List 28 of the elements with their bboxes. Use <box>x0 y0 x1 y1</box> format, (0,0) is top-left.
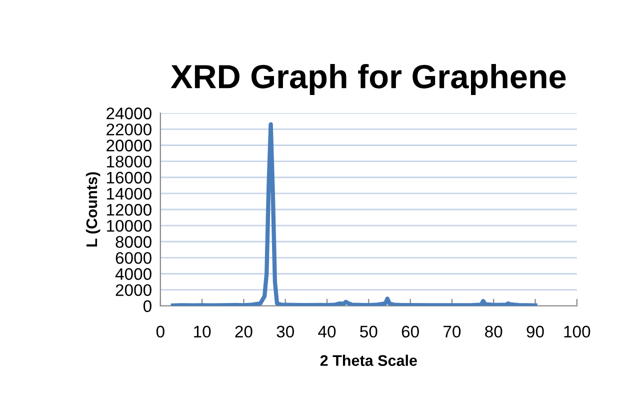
line-series <box>170 122 538 306</box>
chart-title: XRD Graph for Graphene <box>170 64 566 96</box>
y-tick-label: 8000 <box>116 236 152 248</box>
y-tick-label: 24000 <box>106 108 152 120</box>
y-tick-label: 12000 <box>107 204 152 216</box>
y-tick-label: 4000 <box>115 268 152 280</box>
y-tick-label: 16000 <box>107 172 152 184</box>
y-tick-label: 22000 <box>106 124 152 136</box>
x-tick-label: 40 <box>318 326 336 338</box>
y-tick-label: 2000 <box>116 284 152 296</box>
y-tick-label: 6000 <box>116 252 152 264</box>
y-tick-label: 0 <box>143 300 152 312</box>
y-tick-label: 10000 <box>107 220 152 232</box>
y-tick-label: 14000 <box>107 188 152 200</box>
y-axis-title: L (Counts) <box>86 172 100 247</box>
x-tick-label: 90 <box>526 326 544 338</box>
x-tick-label: 70 <box>444 326 461 338</box>
x-tick-label: 30 <box>276 326 294 338</box>
x-tick-label: 10 <box>194 326 211 338</box>
x-tick-label: 0 <box>156 326 164 338</box>
x-tick-label: 50 <box>360 326 378 338</box>
x-tick-label: 20 <box>235 326 252 338</box>
x-tick-label: 100 <box>564 326 590 338</box>
x-tick-label: 60 <box>402 326 419 338</box>
y-tick-label: 20000 <box>106 140 152 152</box>
x-tick-label: 80 <box>485 326 502 338</box>
y-tick-label: 18000 <box>107 156 152 168</box>
x-axis-title: 2 Theta Scale <box>320 354 417 366</box>
